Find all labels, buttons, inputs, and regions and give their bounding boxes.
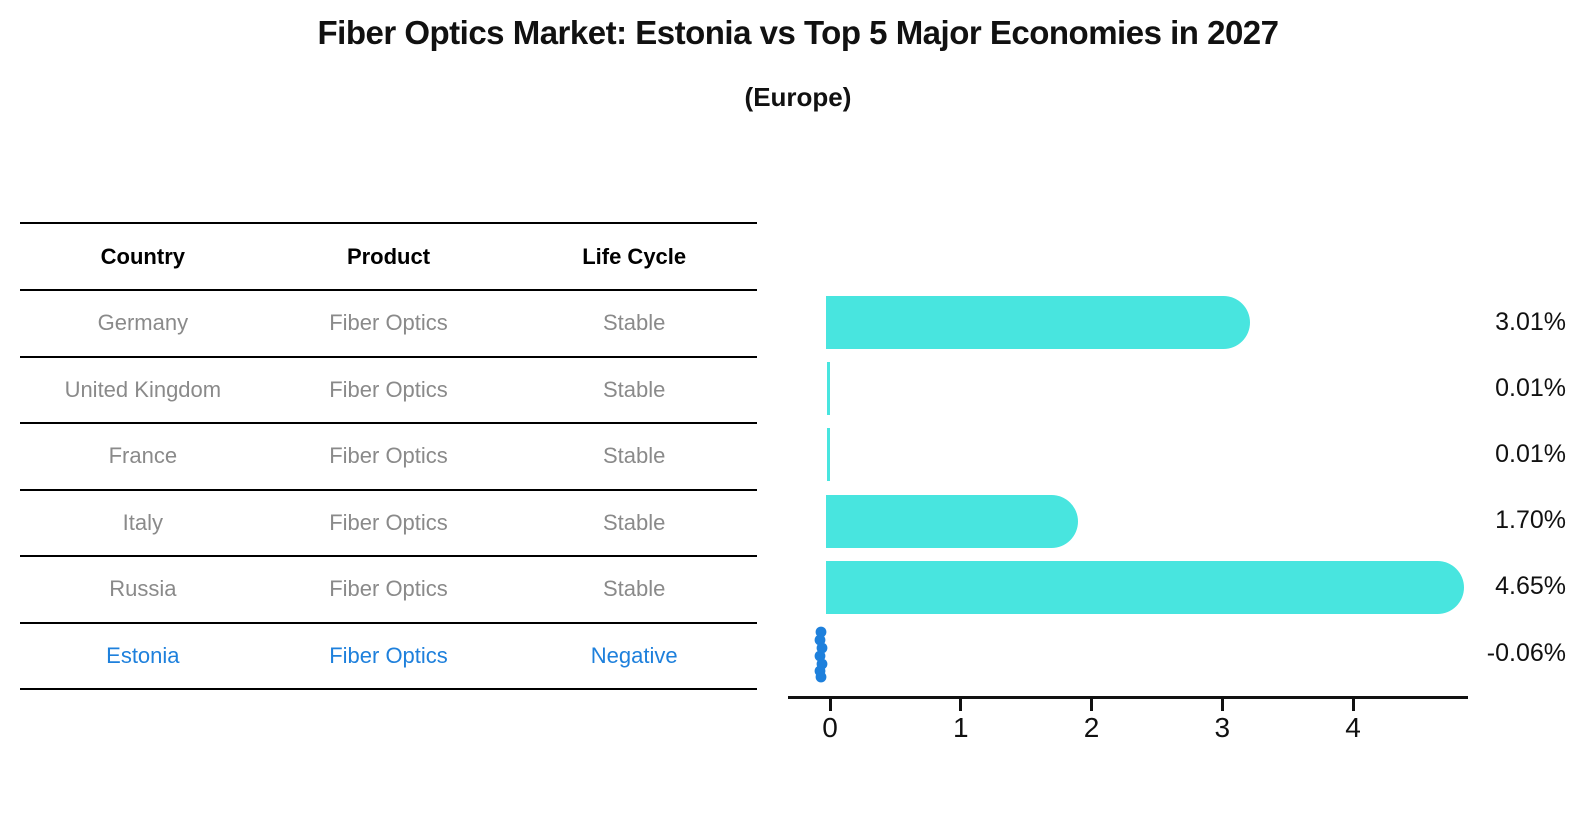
x-axis-tickmark (959, 698, 963, 711)
country-cell: Germany (97, 310, 189, 336)
bar-united-kingdom (827, 362, 830, 416)
table-row: Italy Fiber Optics Stable (20, 491, 757, 557)
product-cell: Fiber Optics (329, 576, 448, 602)
x-axis-tick-label: 3 (1214, 712, 1231, 743)
value-label: 3.01% (1495, 307, 1566, 336)
value-label: 0.01% (1495, 439, 1566, 468)
value-label: -0.06% (1486, 638, 1566, 667)
x-axis-tick-label: 4 (1345, 712, 1361, 743)
lifecycle-cell: Stable (602, 509, 666, 535)
product-cell: Fiber Optics (329, 443, 448, 469)
table-row: Estonia Fiber Optics Negative (20, 624, 757, 690)
bar-italy (826, 494, 1079, 548)
bar-germany (826, 296, 1250, 349)
product-cell: Fiber Optics (329, 376, 448, 402)
country-cell: Russia (109, 576, 177, 602)
table-row: Russia Fiber Optics Stable (20, 557, 757, 624)
table-header-row: Country Product Life Cycle (20, 224, 757, 291)
lifecycle-cell: Stable (602, 576, 666, 602)
value-label: 0.01% (1495, 373, 1566, 402)
x-axis-tickmark (828, 698, 832, 711)
x-axis-tickmark (1220, 698, 1224, 711)
value-label: 1.70% (1495, 506, 1566, 535)
x-axis-tick-label: 1 (952, 712, 969, 743)
bar-russia (826, 560, 1464, 614)
page-subtitle: (Europe) (744, 82, 852, 112)
x-axis-tickmark (1090, 698, 1093, 711)
column-header-country: Country (100, 243, 185, 269)
estonia-negative-bar (813, 626, 829, 688)
country-cell: Italy (122, 509, 164, 535)
lifecycle-cell: Stable (602, 310, 666, 336)
lifecycle-cell: Stable (602, 443, 666, 469)
comparison-table: Country Product Life Cycle Germany Fiber … (20, 222, 757, 690)
product-cell: Fiber Optics (329, 310, 448, 336)
x-axis-tickmark (1351, 698, 1355, 711)
lifecycle-cell: Negative (590, 642, 678, 668)
bar-france (827, 428, 830, 482)
country-cell: United Kingdom (64, 376, 222, 402)
table-row: France Fiber Optics Stable (20, 424, 757, 491)
page-title: Fiber Optics Market: Estonia vs Top 5 Ma… (317, 14, 1280, 51)
value-label: 4.65% (1495, 572, 1566, 601)
country-cell: Estonia (106, 642, 180, 668)
x-axis-tick-label: 2 (1083, 712, 1100, 743)
column-header-product: Product (346, 243, 431, 269)
column-header-lifecycle: Life Cycle (582, 243, 687, 269)
x-axis-line (788, 696, 1468, 699)
lifecycle-cell: Stable (602, 376, 666, 402)
product-cell: Fiber Optics (329, 509, 448, 535)
product-cell: Fiber Optics (329, 642, 448, 668)
x-axis-tick-label: 0 (822, 712, 838, 743)
table-row: Germany Fiber Optics Stable (20, 291, 757, 358)
table-row: United Kingdom Fiber Optics Stable (20, 358, 757, 424)
country-cell: France (108, 443, 178, 469)
